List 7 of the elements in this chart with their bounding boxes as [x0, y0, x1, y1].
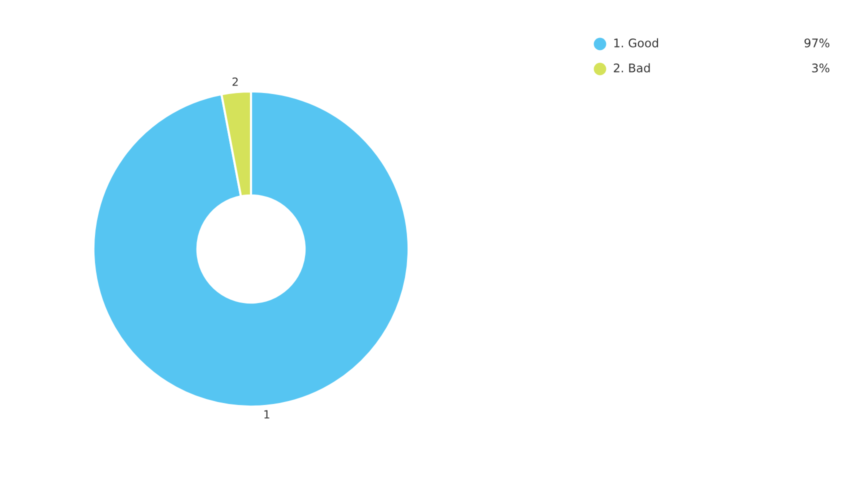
data-label: 97% — [804, 38, 830, 48]
text: 1 — [264, 410, 270, 418]
text: 2 — [232, 78, 238, 86]
data-label: 3% — [812, 63, 830, 72]
legend-label: 1. Good — [614, 38, 658, 48]
legend-label: 2. Bad — [614, 63, 650, 72]
donut-slice — [92, 90, 410, 408]
